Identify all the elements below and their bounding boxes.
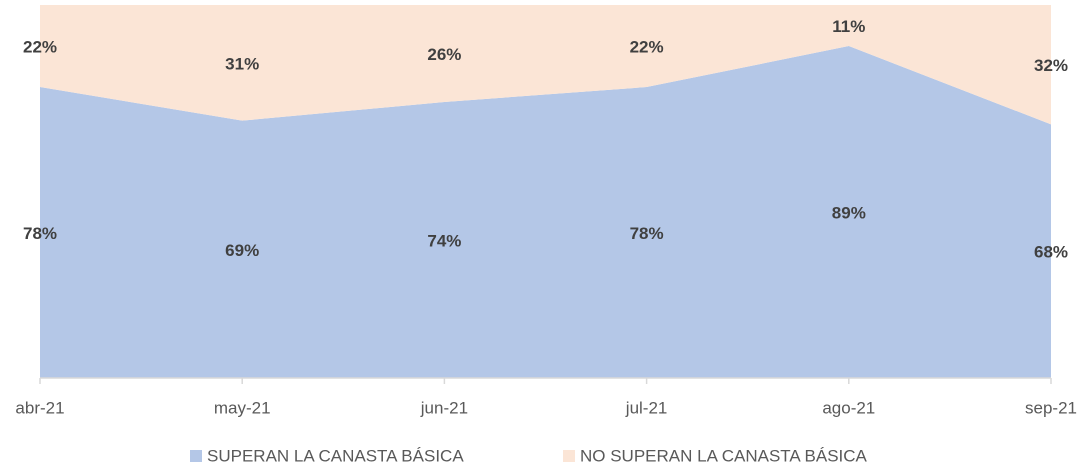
data-label: 78% (23, 224, 57, 243)
legend-label: NO SUPERAN LA CANASTA BÁSICA (580, 446, 868, 465)
x-tick-label: abr-21 (15, 398, 64, 417)
x-tick-label: jun-21 (420, 398, 468, 417)
legend-swatch (190, 450, 202, 462)
legend-label: SUPERAN LA CANASTA BÁSICA (207, 446, 464, 465)
data-label: 31% (225, 54, 259, 73)
area (40, 5, 1051, 125)
legend-swatch (563, 450, 575, 462)
x-tick-label: sep-21 (1025, 398, 1077, 417)
area (40, 46, 1051, 378)
x-tick-label: jul-21 (625, 398, 668, 417)
x-tick-label: ago-21 (822, 398, 875, 417)
data-label: 89% (832, 203, 866, 222)
x-tick-label: may-21 (214, 398, 271, 417)
data-label: 74% (427, 231, 461, 250)
data-label: 22% (23, 38, 57, 57)
data-label: 78% (630, 224, 664, 243)
data-label: 26% (427, 45, 461, 64)
data-label: 22% (630, 38, 664, 57)
data-label: 69% (225, 241, 259, 260)
data-label: 68% (1034, 243, 1068, 262)
data-label: 11% (832, 17, 865, 36)
data-label: 32% (1034, 56, 1068, 75)
